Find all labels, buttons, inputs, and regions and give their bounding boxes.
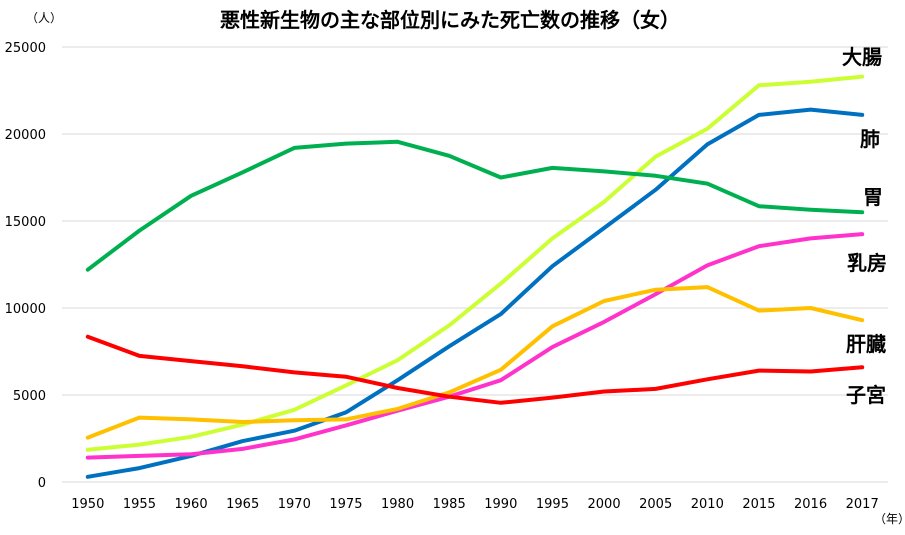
x-tick-label: 1990 (484, 497, 517, 512)
x-axis-unit: （年） (874, 512, 905, 526)
series-line-2 (85, 139, 865, 272)
gridlines (62, 46, 888, 483)
series-label: 乳房 (847, 251, 887, 275)
x-tick-label: 2005 (639, 497, 672, 512)
series-label: 肝臓 (846, 332, 886, 356)
series-label: 肺 (860, 127, 880, 151)
x-tick-label: 2015 (742, 497, 775, 512)
x-tick-label: 1955 (123, 497, 156, 512)
x-tick-label: 1995 (536, 497, 569, 512)
x-tick-label: 1980 (381, 497, 414, 512)
x-tick-label: 2010 (691, 497, 724, 512)
y-tick-label: 0 (38, 476, 46, 491)
y-tick-label: 5000 (13, 389, 46, 404)
x-tick-label: 1985 (433, 497, 466, 512)
x-tick-label: 1960 (175, 497, 208, 512)
x-tick-label: 2017 (846, 497, 879, 512)
x-tick-label: 1950 (71, 497, 104, 512)
series-line-3 (85, 232, 865, 460)
y-axis-ticks: 0 5000 10000 15000 20000 25000 (5, 41, 46, 491)
y-tick-label: 25000 (5, 41, 46, 56)
series-label: 胃 (863, 185, 883, 209)
x-tick-label: 1965 (226, 497, 259, 512)
x-tick-label: 1970 (278, 497, 311, 512)
y-axis-unit: （人） (26, 11, 62, 25)
x-axis-ticks: 1950 1955 1960 1965 1970 1975 1980 1985 1990 1995… (71, 497, 878, 512)
x-tick-label: 2016 (794, 497, 827, 512)
chart-title: 悪性新生物の主な部位別にみた死亡数の推移（女） (220, 8, 680, 32)
x-tick-label: 2000 (588, 497, 621, 512)
y-tick-label: 10000 (5, 302, 46, 317)
series-line-1 (85, 107, 865, 479)
y-tick-label: 15000 (5, 215, 46, 230)
series-label: 大腸 (842, 45, 882, 69)
series-lines (85, 74, 865, 479)
series-line-4 (85, 285, 865, 440)
x-tick-label: 1975 (329, 497, 362, 512)
y-tick-label: 20000 (5, 128, 46, 143)
series-label: 子宮 (846, 383, 886, 407)
series-line-0 (85, 74, 865, 452)
series-line-5 (85, 334, 865, 405)
